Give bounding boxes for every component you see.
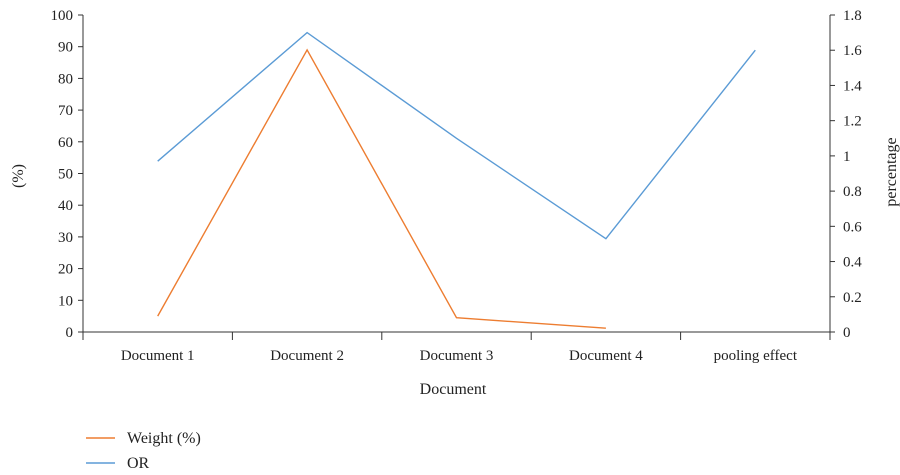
right-tick-label: 0.2 <box>843 290 862 306</box>
right-tick-label: 0.8 <box>843 184 862 200</box>
x-axis-ticks: Document 1 Document 2 Document 3 Document 4… <box>82 332 831 364</box>
right-tick-label: 0.4 <box>843 255 862 271</box>
left-tick-label: 100 <box>51 8 74 24</box>
left-tick-label: 70 <box>58 103 73 119</box>
series-lines <box>157 31 756 329</box>
x-tick-label: Document 1 <box>121 348 195 364</box>
chart-axes <box>82 15 831 333</box>
left-tick-label: 20 <box>58 262 73 278</box>
x-tick-label: Document 2 <box>270 348 344 364</box>
left-tick-label: 80 <box>58 71 73 87</box>
left-tick-label: 40 <box>58 198 73 214</box>
right-tick-label: 1 <box>843 149 851 165</box>
right-tick-label: 0.6 <box>843 219 862 235</box>
legend-label: OR <box>127 455 150 472</box>
legend-label: Weight (%) <box>127 430 201 447</box>
left-tick-label: 30 <box>58 230 73 246</box>
right-axis-ticks: 0 0.2 0.4 0.6 0.8 1 1.2 1.4 1.6 1.8 <box>830 8 862 341</box>
right-tick-label: 1.2 <box>843 114 862 130</box>
legend: Weight (%) OR <box>86 430 201 472</box>
left-tick-label: 50 <box>58 167 73 183</box>
series-line-weight <box>157 48 606 329</box>
right-axis-title: percentage <box>883 137 900 206</box>
right-tick-label: 1.6 <box>843 43 862 59</box>
right-tick-label: 1.8 <box>843 8 862 24</box>
series-line-or <box>157 31 756 240</box>
left-tick-label: 90 <box>58 40 73 56</box>
x-tick-label: Document 4 <box>569 348 643 364</box>
left-tick-label: 60 <box>58 135 73 151</box>
left-axis-ticks: 0 10 20 30 40 50 60 70 80 90 100 <box>51 8 83 341</box>
right-tick-label: 1.4 <box>843 78 862 94</box>
x-tick-label: Document 3 <box>420 348 494 364</box>
left-axis-title: (%) <box>10 164 27 188</box>
left-tick-label: 10 <box>58 293 73 309</box>
right-tick-label: 0 <box>843 325 851 341</box>
x-axis-title: Document <box>420 381 487 398</box>
left-tick-label: 0 <box>66 325 74 341</box>
x-tick-label: pooling effect <box>714 348 798 364</box>
